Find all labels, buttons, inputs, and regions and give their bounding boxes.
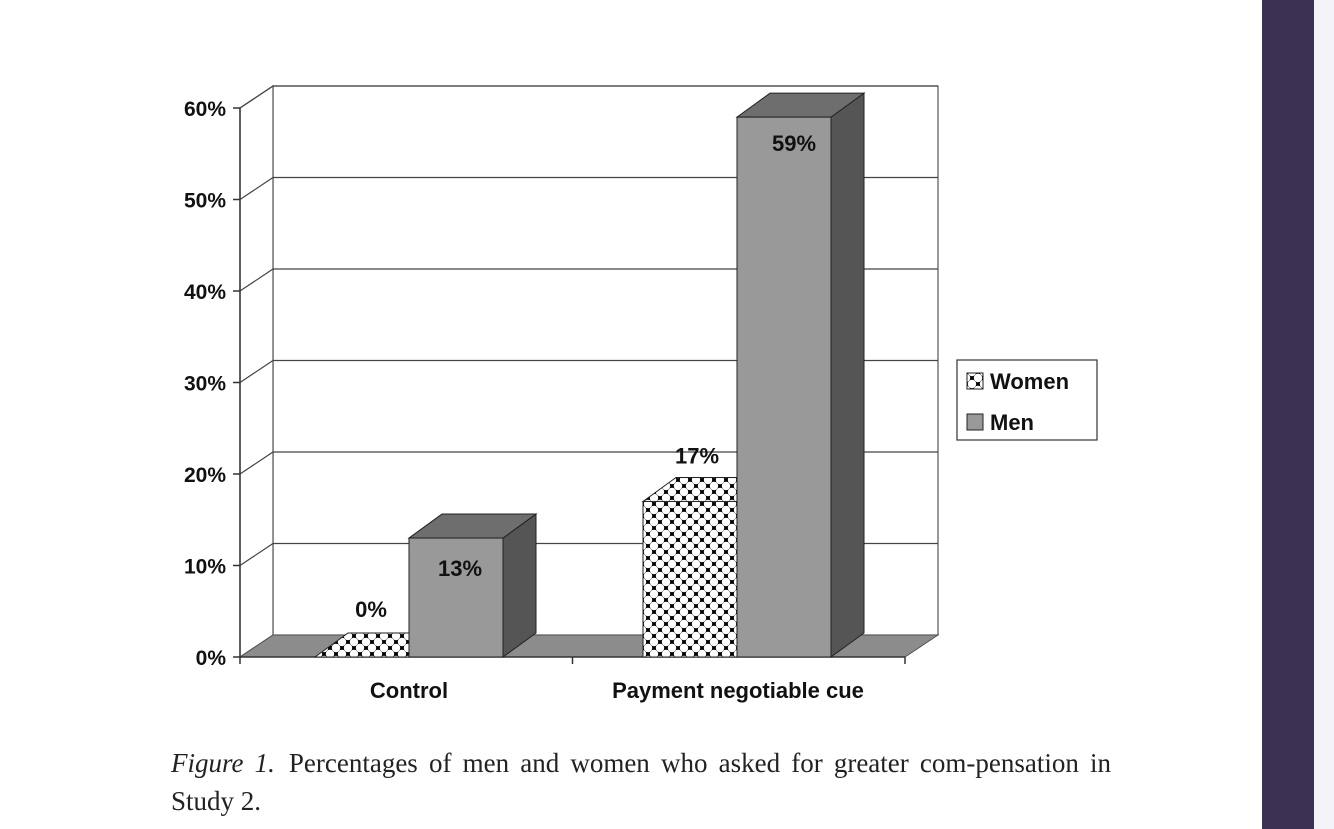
data-labels: 0% 13% 17% 59%	[355, 131, 816, 622]
bar-men-0	[407, 513, 538, 658]
figure-caption: Figure 1. Percentages of men and women wh…	[171, 744, 1111, 820]
y-tick-label: 40%	[184, 281, 226, 304]
y-tick-label: 30%	[184, 373, 226, 396]
sidebar-edge	[1314, 0, 1334, 829]
figure-label: Figure 1.	[171, 748, 275, 778]
y-tick-label: 10%	[184, 556, 226, 579]
x-category-label: Payment negotiable cue	[612, 678, 864, 703]
y-tick-label: 20%	[184, 464, 226, 487]
gridline	[239, 176, 938, 200]
data-label-men-0: 13%	[438, 556, 482, 581]
data-label-women-0: 0%	[355, 597, 387, 622]
y-tick-label: 60%	[184, 98, 226, 121]
legend-swatch-women	[966, 372, 984, 390]
bar-side	[502, 513, 537, 658]
y-tick-label: 0%	[196, 647, 227, 670]
bar-front	[642, 500, 738, 658]
data-label-women-1: 17%	[675, 443, 719, 468]
sidebar-strip	[1262, 0, 1314, 829]
bars	[313, 92, 866, 658]
bar-side	[830, 92, 865, 658]
y-tick-label: 50%	[184, 190, 226, 213]
bar-front	[408, 537, 504, 658]
bar-chart: 0% 10% 20% 30% 40% 50% 60% Control Payment negot…	[184, 84, 1098, 703]
legend-swatch-men	[966, 413, 984, 431]
gridline	[239, 451, 938, 475]
gridlines	[239, 85, 938, 566]
legend-label-women: Women	[990, 369, 1069, 394]
gridline	[239, 85, 938, 109]
gridline	[239, 268, 938, 292]
bar-front	[736, 116, 832, 658]
bar-men-1	[735, 92, 866, 658]
gridline	[239, 359, 938, 383]
y-axis: 0% 10% 20% 30% 40% 50% 60% Control Payment negot…	[184, 98, 906, 703]
legend: Women Men	[956, 359, 1098, 441]
x-category-label: Control	[370, 678, 448, 703]
legend-label-men: Men	[990, 410, 1034, 435]
data-label-men-1: 59%	[772, 131, 816, 156]
caption-text: Percentages of men and women who asked f…	[171, 748, 1111, 816]
